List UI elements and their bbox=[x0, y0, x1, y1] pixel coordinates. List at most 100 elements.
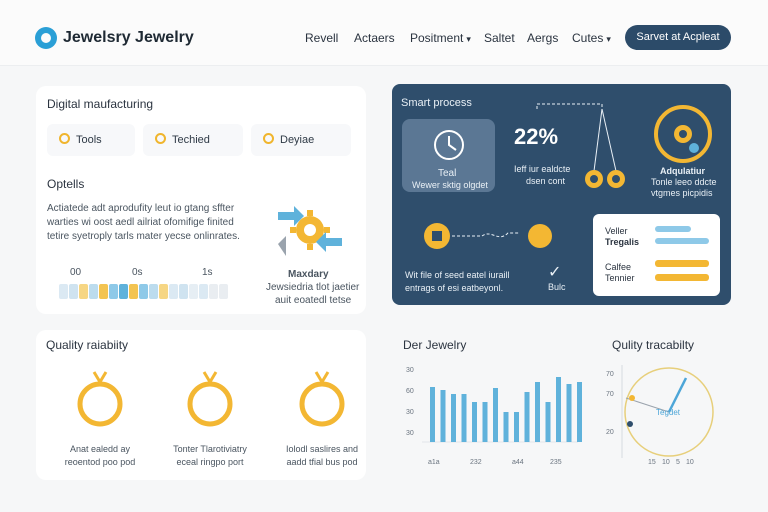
ring-pendant-icon bbox=[187, 371, 233, 427]
trace-x-label-3: 5 bbox=[676, 459, 680, 466]
progress-segment bbox=[209, 284, 218, 299]
ring-pendant-icon bbox=[77, 371, 123, 427]
progress-segment bbox=[219, 284, 228, 299]
info-label-2: Tregalis bbox=[605, 237, 640, 247]
gear-caption-line-1: Jewsiedria tlot jaetier bbox=[266, 282, 360, 293]
scale-label-3: 1s bbox=[202, 267, 213, 278]
options-title: Optells bbox=[47, 177, 85, 191]
brand-title[interactable]: Jewelsry Jewelry bbox=[63, 29, 194, 46]
scale-label-1: 00 bbox=[70, 267, 82, 278]
nav-item-5[interactable]: Aergs bbox=[527, 31, 559, 45]
options-line-1: Actiatede adt aprodufity leut io gtang s… bbox=[47, 203, 235, 214]
progress-segment bbox=[119, 284, 128, 299]
chart-bar bbox=[482, 402, 488, 442]
tab-tools-label: Tools bbox=[76, 134, 102, 146]
quality-caption-2: reoentod poo pod bbox=[64, 457, 136, 467]
progress-segment bbox=[189, 284, 198, 299]
percent-value: 22% bbox=[514, 124, 559, 149]
chart-y-label: 60 bbox=[406, 388, 414, 395]
tool-sub: Wewer sktig olgdet bbox=[412, 180, 488, 190]
gear-arrows-icon bbox=[278, 206, 342, 256]
trace-x-label-1: 15 bbox=[648, 459, 656, 466]
logo-icon[interactable] bbox=[35, 27, 57, 49]
tool-label: Teal bbox=[438, 168, 457, 179]
info-bar bbox=[655, 226, 691, 232]
progress-segment bbox=[79, 284, 88, 299]
progress-segment bbox=[89, 284, 98, 299]
gauge-needle bbox=[667, 377, 688, 413]
nav-item-3-label: Positment bbox=[410, 31, 464, 45]
progress-segment bbox=[159, 284, 168, 299]
progress-segment bbox=[139, 284, 148, 299]
chart-bar bbox=[472, 402, 477, 442]
tab-techied[interactable]: Techied bbox=[143, 124, 243, 156]
progress-segment bbox=[99, 284, 108, 299]
trace-title: Qulity tracabilty bbox=[612, 338, 695, 352]
tab-tools[interactable]: Tools bbox=[47, 124, 135, 156]
check-icon: ✓ bbox=[548, 264, 562, 281]
chart-bar bbox=[440, 390, 446, 442]
quality-caption-2: aadd tfial bus pod bbox=[286, 457, 358, 467]
nav-item-4[interactable]: Saltet bbox=[484, 31, 515, 45]
gear-icon bbox=[263, 133, 274, 144]
trace-x-label-4: 10 bbox=[686, 459, 694, 466]
info-bar bbox=[655, 274, 709, 281]
chart-bar bbox=[493, 388, 498, 442]
chart-y-label: 30 bbox=[406, 409, 414, 416]
nav-item-2[interactable]: Actaers bbox=[354, 31, 395, 45]
bar-chart: 30 60 30 30 a1a 232 a44 235 bbox=[406, 367, 582, 466]
nav-item-1[interactable]: Revell bbox=[305, 31, 339, 45]
clock-icon bbox=[434, 130, 464, 160]
chart-bar bbox=[566, 384, 572, 442]
smart-note-tag: Bulc bbox=[548, 282, 566, 292]
nav-item-6[interactable]: Cutes ▾ bbox=[572, 31, 611, 45]
earrings-icon bbox=[536, 103, 625, 188]
chart-bar bbox=[545, 402, 551, 442]
gauge-center-label: Tegdet bbox=[656, 408, 681, 417]
smart-title: Smart process bbox=[401, 97, 472, 109]
gear-caption-line-2: auit eoatedl tetse bbox=[275, 295, 352, 306]
smart-note-1: Wit file of seed eatel iuraill bbox=[405, 270, 510, 280]
gear-icon bbox=[59, 133, 70, 144]
trace-y-label-2: 70 bbox=[606, 391, 614, 398]
gear-caption-title: Maxdary bbox=[288, 269, 329, 280]
chart-bar bbox=[535, 382, 540, 442]
chart-bar bbox=[577, 382, 582, 442]
gauge-marker bbox=[629, 395, 635, 401]
ring-icon bbox=[654, 105, 712, 163]
nav-item-3[interactable]: Positment ▾ bbox=[410, 31, 471, 45]
digital-title: Digital maufacturing bbox=[47, 97, 154, 111]
tab-deyiae-label: Deyiae bbox=[280, 134, 315, 146]
smart-panel: Smart process Teal Wewer sktig olgdet 22… bbox=[392, 84, 731, 305]
tab-deyiae[interactable]: Deyiae bbox=[251, 124, 351, 156]
chart-y-label: 30 bbox=[406, 367, 414, 374]
gear-icon bbox=[155, 133, 166, 144]
trace-y-label-1: 70 bbox=[606, 371, 614, 378]
gauge-chart: 70 70 20 Tegdet 15 10 5 10 bbox=[606, 365, 714, 466]
progress-segment bbox=[59, 284, 68, 299]
gauge-ring bbox=[624, 367, 714, 457]
cta-button[interactable]: Sarvet at Acpleat bbox=[625, 25, 731, 50]
quality-caption-2: eceal ringpo port bbox=[176, 457, 244, 467]
nav-item-6-label: Cutes bbox=[572, 31, 604, 45]
chart-bar bbox=[524, 392, 530, 442]
chart-x-axis: a1a 232 a44 235 bbox=[428, 459, 562, 466]
scale-label-2: 0s bbox=[132, 267, 143, 278]
ring-caption-line-2: vtgmes picpidis bbox=[651, 188, 713, 198]
progress-segment bbox=[199, 284, 208, 299]
smart-note-2: entrags of esi eatbeyonl. bbox=[405, 283, 504, 293]
ring-pendant-icon bbox=[299, 371, 345, 427]
progress-segment bbox=[169, 284, 178, 299]
gauge-marker bbox=[627, 421, 633, 427]
info-bar bbox=[655, 260, 709, 267]
info-label-3: Calfee bbox=[605, 262, 632, 272]
flow-connector bbox=[424, 223, 552, 249]
chart-bar bbox=[451, 394, 456, 442]
info-label-1: Veller bbox=[605, 226, 628, 236]
chevron-down-icon: ▾ bbox=[606, 34, 611, 44]
chart-title: Der Jewelry bbox=[403, 338, 467, 352]
chart-bar bbox=[556, 377, 561, 442]
progress-segment bbox=[109, 284, 118, 299]
quality-title: Quality raiabiity bbox=[46, 338, 129, 352]
chart-bars bbox=[430, 377, 582, 442]
